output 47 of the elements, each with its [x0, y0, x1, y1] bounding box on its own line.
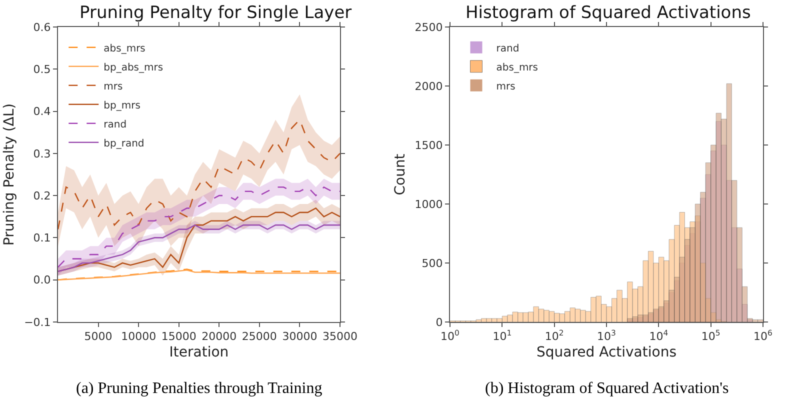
y-axis-title: Pruning Penalty (ΔL)	[2, 103, 18, 246]
legend-label: mrs	[104, 81, 123, 92]
y-tick-label: 1500	[414, 138, 443, 152]
x-tick-label: 10$^{3}$	[597, 328, 616, 344]
legend-label: abs_mrs	[496, 62, 538, 74]
x-tick-label: 10$^{4}$	[649, 328, 668, 344]
y-tick-label: 0.3	[33, 147, 51, 160]
y-tick-label: 0.1	[33, 232, 51, 245]
y-tick-label: 0	[436, 316, 443, 329]
legend-label: bp_rand	[104, 138, 144, 150]
chart-title: Histogram of Squared Activations	[465, 3, 751, 24]
y-tick-label: 0.4	[33, 105, 51, 118]
x-tick-label: 10$^{2}$	[544, 328, 564, 344]
x-tick-label: 10000	[121, 330, 156, 344]
legend-label: rand	[496, 43, 520, 54]
x-tick-label: 10$^{0}$	[440, 328, 460, 344]
legend-label: bp_mrs	[104, 100, 140, 112]
legend-label: mrs	[496, 81, 516, 92]
y-tick-label: 2500	[414, 20, 443, 34]
y-tick-label: 1000	[414, 198, 443, 211]
x-tick-label: 10$^{6}$	[754, 328, 773, 344]
x-tick-label: 25000	[242, 330, 277, 344]
y-tick-label: −0.1	[24, 316, 51, 329]
y-tick-label: 500	[422, 256, 443, 270]
x-tick-label: 20000	[202, 330, 237, 344]
x-tick-label: 10$^{5}$	[701, 328, 720, 344]
x-tick-label: 10$^{1}$	[492, 328, 512, 344]
legend-label: bp_abs_mrs	[104, 62, 164, 74]
x-tick-label: 30000	[282, 330, 318, 344]
y-tick-label: 0.0	[33, 274, 51, 287]
legend-label: abs_mrs	[104, 43, 146, 54]
text: (b) Histogram of Squared Activation's	[485, 380, 729, 397]
y-axis-title: Count	[392, 153, 408, 196]
y-tick-label: 2000	[414, 80, 443, 93]
x-axis-title: Iteration	[169, 344, 229, 360]
legend-label: rand	[104, 119, 127, 130]
line-series	[58, 119, 340, 230]
x-tick-label: 15000	[161, 330, 196, 344]
x-axis-title: Squared Activations	[536, 344, 677, 360]
text: (a) Pruning Penalties through Training	[76, 380, 322, 397]
x-tick-label: 35000	[322, 330, 358, 344]
y-tick-label: 0.5	[33, 62, 51, 76]
chart-title: Pruning Penalty for Single Layer	[80, 3, 352, 24]
line-series	[58, 186, 340, 268]
y-tick-label: 0.6	[33, 20, 51, 34]
x-tick-label: 5000	[84, 330, 112, 344]
y-tick-label: 0.2	[33, 189, 51, 202]
